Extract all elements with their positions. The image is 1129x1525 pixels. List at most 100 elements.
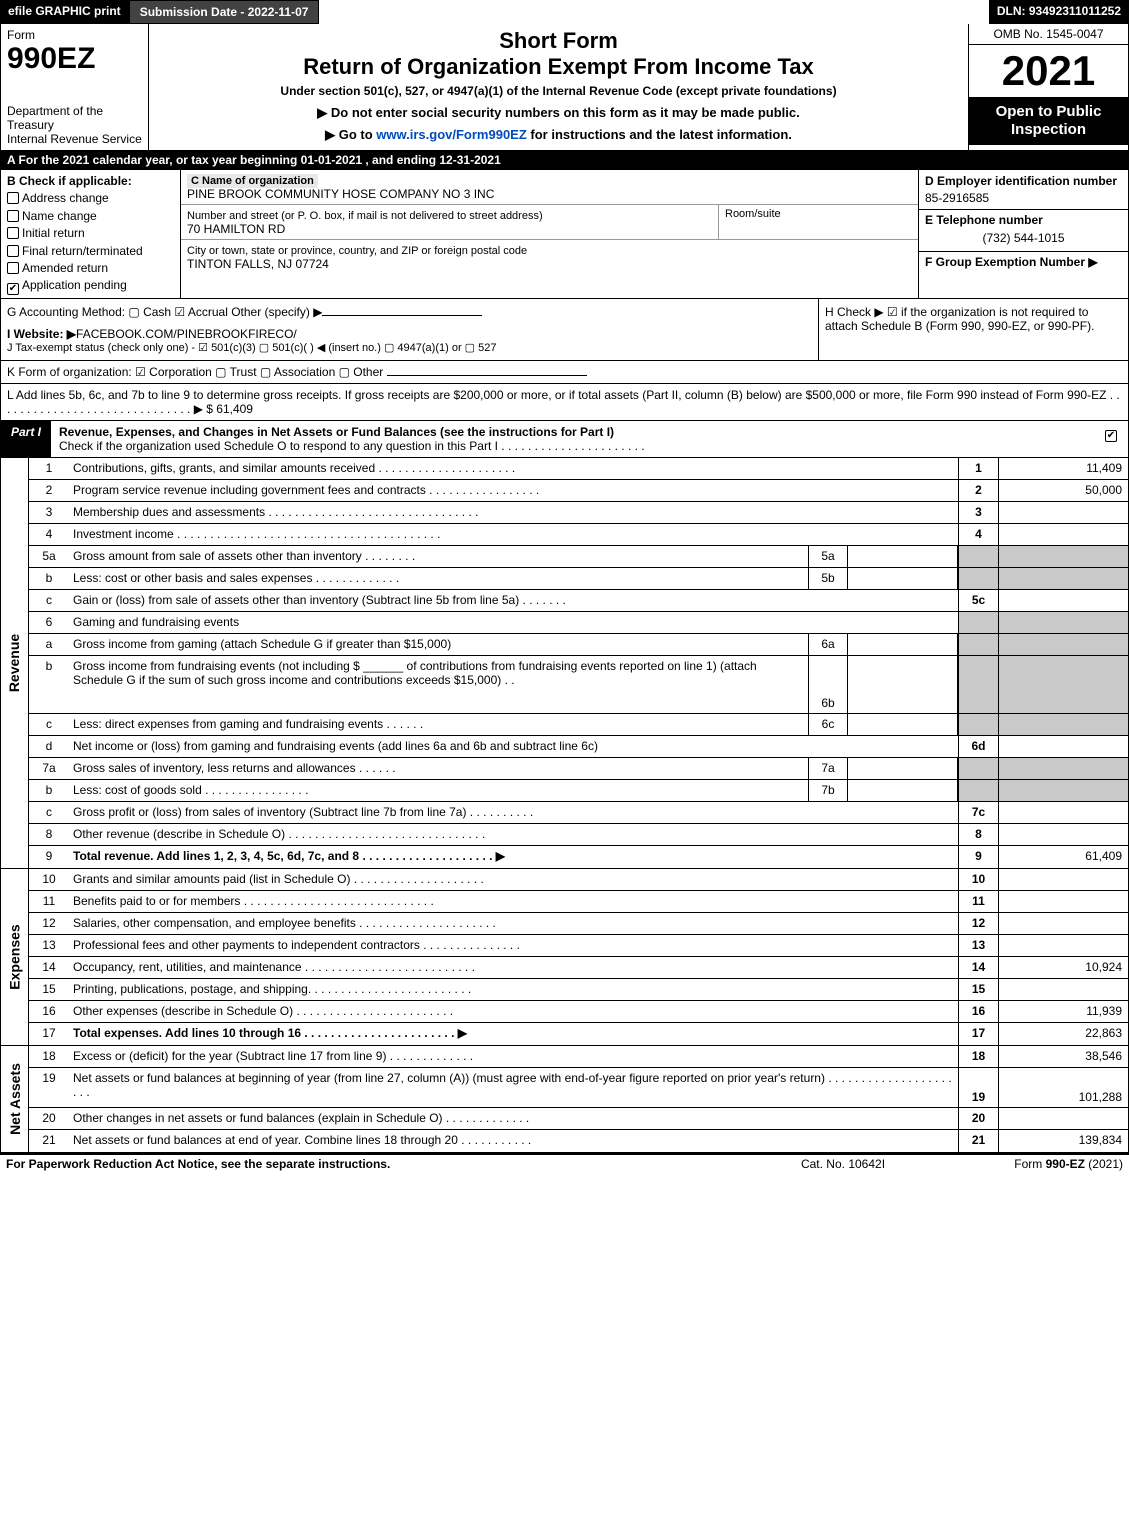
form-number: 990EZ	[7, 42, 142, 76]
line-2: 2Program service revenue including gover…	[29, 480, 1128, 502]
line-7a-num: 7a	[29, 758, 69, 779]
part-1-title: Revenue, Expenses, and Changes in Net As…	[51, 421, 1097, 457]
chk-application-pending[interactable]	[7, 283, 19, 295]
line-9-desc: Total revenue. Add lines 1, 2, 3, 4, 5c,…	[69, 846, 958, 868]
other-org-input[interactable]	[387, 375, 587, 376]
line-11-num: 11	[29, 891, 69, 912]
line-4-ln: 4	[958, 524, 998, 545]
line-21-val: 139,834	[998, 1130, 1128, 1152]
line-14: 14Occupancy, rent, utilities, and mainte…	[29, 957, 1128, 979]
line-10-num: 10	[29, 869, 69, 890]
line-7b: bLess: cost of goods sold . . . . . . . …	[29, 780, 1128, 802]
line-6a-ln	[958, 634, 998, 655]
city-label: City or town, state or province, country…	[187, 245, 527, 257]
line-18-desc: Excess or (deficit) for the year (Subtra…	[69, 1046, 958, 1067]
line-14-ln: 14	[958, 957, 998, 978]
form-note-1: ▶ Do not enter social security numbers o…	[157, 105, 960, 121]
city-value: TINTON FALLS, NJ 07724	[187, 257, 329, 271]
tax-year: 2021	[969, 45, 1128, 97]
website-link[interactable]: FACEBOOK.COM/PINEBROOKFIRECO/	[76, 327, 297, 341]
line-5a-ln	[958, 546, 998, 567]
line-5a: 5aGross amount from sale of assets other…	[29, 546, 1128, 568]
line-5b-desc: Less: cost or other basis and sales expe…	[69, 568, 808, 589]
chk-address-change[interactable]	[7, 192, 19, 204]
line-16-num: 16	[29, 1001, 69, 1022]
addr-label: Number and street (or P. O. box, if mail…	[187, 210, 543, 222]
chk-amended-return[interactable]	[7, 262, 19, 274]
line-7a-desc: Gross sales of inventory, less returns a…	[69, 758, 808, 779]
line-6b-val	[998, 656, 1128, 713]
line-11: 11Benefits paid to or for members . . . …	[29, 891, 1128, 913]
line-20-desc: Other changes in net assets or fund bala…	[69, 1108, 958, 1129]
form-subtitle: Under section 501(c), 527, or 4947(a)(1)…	[157, 84, 960, 98]
line-5c-desc: Gain or (loss) from sale of assets other…	[69, 590, 958, 611]
chk-final-return[interactable]	[7, 245, 19, 257]
addr-row: Number and street (or P. O. box, if mail…	[181, 205, 918, 240]
line-13: 13Professional fees and other payments t…	[29, 935, 1128, 957]
revenue-vlabel-text: Revenue	[7, 634, 23, 692]
netassets-vlabel-text: Net Assets	[7, 1063, 23, 1135]
line-21-desc: Net assets or fund balances at end of ye…	[69, 1130, 958, 1152]
line-9-ln: 9	[958, 846, 998, 868]
line-19-desc: Net assets or fund balances at beginning…	[69, 1068, 958, 1107]
line-7a-val	[998, 758, 1128, 779]
line-18-ln: 18	[958, 1046, 998, 1067]
line-6d-desc: Net income or (loss) from gaming and fun…	[69, 736, 958, 757]
row-l: L Add lines 5b, 6c, and 7b to line 9 to …	[0, 384, 1129, 421]
line-2-ln: 2	[958, 480, 998, 501]
line-11-val	[998, 891, 1128, 912]
line-6c: cLess: direct expenses from gaming and f…	[29, 714, 1128, 736]
line-6d: dNet income or (loss) from gaming and fu…	[29, 736, 1128, 758]
line-21-num: 21	[29, 1130, 69, 1152]
form-title-2: Return of Organization Exempt From Incom…	[157, 54, 960, 80]
efile-link[interactable]: efile GRAPHIC print	[0, 0, 129, 24]
line-2-num: 2	[29, 480, 69, 501]
line-18-num: 18	[29, 1046, 69, 1067]
org-name-cell: C Name of organization PINE BROOK COMMUN…	[181, 170, 918, 205]
line-6b: bGross income from fundraising events (n…	[29, 656, 1128, 714]
label-application-pending: Application pending	[22, 278, 127, 292]
chk-name-change[interactable]	[7, 210, 19, 222]
line-5c-val	[998, 590, 1128, 611]
chk-initial-return[interactable]	[7, 227, 19, 239]
website-label: I Website: ▶	[7, 327, 76, 341]
row-g-text: G Accounting Method: ▢ Cash ☑ Accrual Ot…	[7, 305, 322, 319]
irs-link[interactable]: www.irs.gov/Form990EZ	[376, 127, 527, 142]
line-6-num: 6	[29, 612, 69, 633]
row-a: A For the 2021 calendar year, or tax yea…	[0, 151, 1129, 170]
line-8-val	[998, 824, 1128, 845]
section-b-c-def: B Check if applicable: Address change Na…	[0, 170, 1129, 299]
line-12-val	[998, 913, 1128, 934]
line-12: 12Salaries, other compensation, and empl…	[29, 913, 1128, 935]
revenue-rows: 1Contributions, gifts, grants, and simil…	[29, 458, 1128, 868]
part-1-check-line: Check if the organization used Schedule …	[59, 439, 645, 453]
line-16-ln: 16	[958, 1001, 998, 1022]
label-final-return: Final return/terminated	[22, 244, 143, 258]
line-9-desc-text: Total revenue. Add lines 1, 2, 3, 4, 5c,…	[73, 849, 505, 863]
line-20-num: 20	[29, 1108, 69, 1129]
line-16-desc: Other expenses (describe in Schedule O) …	[69, 1001, 958, 1022]
line-7c-ln: 7c	[958, 802, 998, 823]
part-1-checkbox[interactable]	[1105, 430, 1117, 442]
part-1-label: Part I	[1, 421, 51, 457]
group-exemption-label: F Group Exemption Number ▶	[925, 255, 1098, 269]
line-5a-sub: 5a	[808, 546, 848, 567]
label-initial-return: Initial return	[22, 226, 85, 240]
line-12-desc: Salaries, other compensation, and employ…	[69, 913, 958, 934]
other-specify-input[interactable]	[322, 315, 482, 316]
line-15-desc: Printing, publications, postage, and shi…	[69, 979, 958, 1000]
spacer	[319, 0, 988, 24]
line-13-num: 13	[29, 935, 69, 956]
line-3-ln: 3	[958, 502, 998, 523]
submission-date-label: Submission Date - 2022-11-07	[129, 0, 320, 24]
line-6c-subval	[848, 714, 958, 735]
line-5b-ln	[958, 568, 998, 589]
part-1-header: Part I Revenue, Expenses, and Changes in…	[0, 421, 1129, 458]
org-name-label: C Name of organization	[187, 174, 318, 188]
line-3-num: 3	[29, 502, 69, 523]
line-7a-ln	[958, 758, 998, 779]
line-7b-sub: 7b	[808, 780, 848, 801]
line-18: 18Excess or (deficit) for the year (Subt…	[29, 1046, 1128, 1068]
open-public-inspection: Open to Public Inspection	[969, 97, 1128, 145]
line-7b-desc: Less: cost of goods sold . . . . . . . .…	[69, 780, 808, 801]
